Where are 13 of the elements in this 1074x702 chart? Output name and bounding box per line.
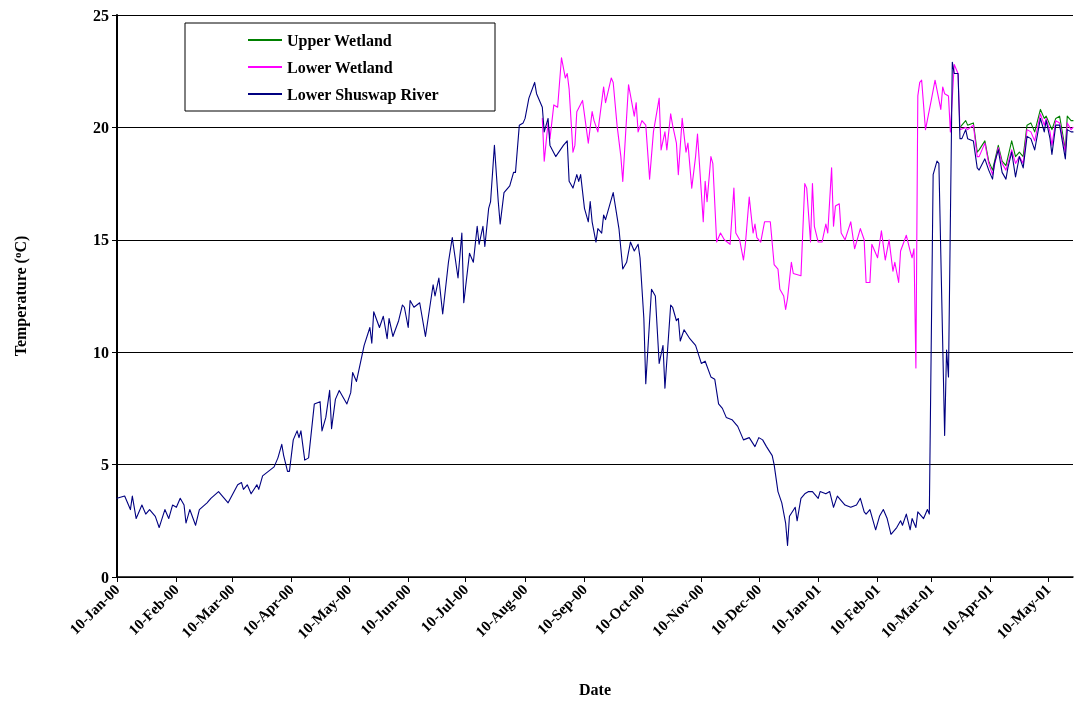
y-tick-label: 5 (101, 456, 109, 474)
y-tick-label: 20 (93, 118, 109, 136)
legend-label: Upper Wetland (287, 31, 392, 50)
x-axis-title: Date (579, 680, 611, 698)
y-tick-label: 15 (93, 231, 109, 249)
line-series (959, 108, 1074, 171)
line-series (541, 57, 1074, 369)
y-tick-label: 10 (93, 343, 109, 361)
legend-label: Lower Shuswap River (287, 85, 439, 104)
y-axis-title: Temperature (oC) (10, 235, 30, 357)
legend-label: Lower Wetland (287, 58, 393, 76)
y-tick-label: 25 (93, 6, 109, 24)
y-tick-label: 0 (101, 568, 109, 586)
